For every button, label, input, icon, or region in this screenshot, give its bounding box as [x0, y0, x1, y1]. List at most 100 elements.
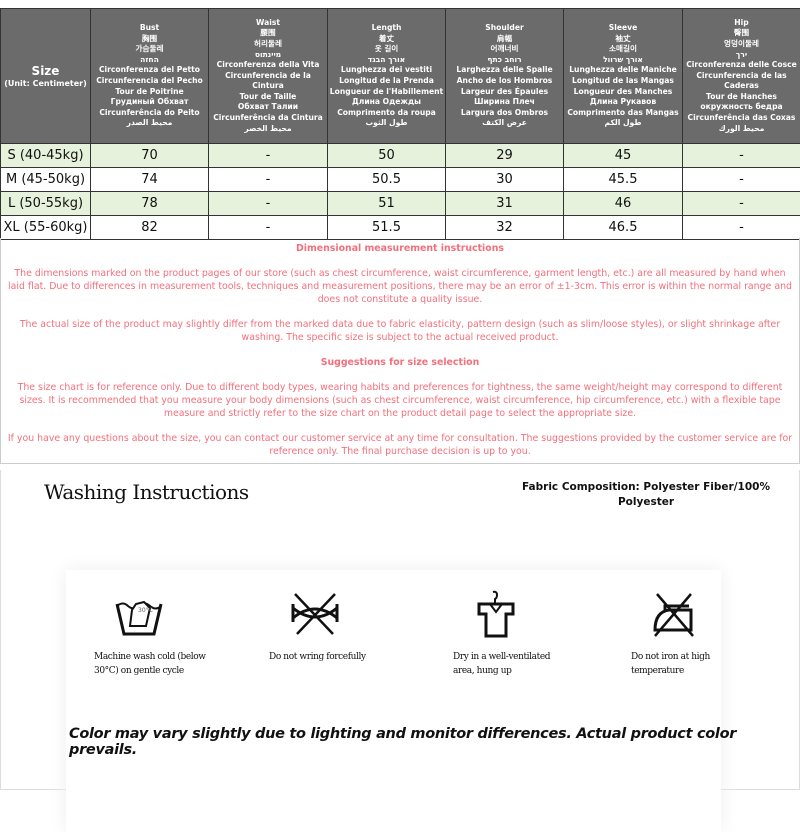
do-not-iron-icon: [651, 590, 697, 638]
value-cell: 70: [91, 144, 209, 168]
header-line: מיינתוס: [210, 50, 326, 61]
value-cell: -: [209, 192, 328, 216]
header-line: Largeur des Épaules: [447, 87, 562, 98]
header-line: Circunferência da Cintura: [210, 113, 326, 124]
header-line: Ancho de los Hombros: [447, 76, 562, 87]
header-line: Lunghezza dei vestiti: [329, 65, 444, 76]
value-cell: 74: [91, 168, 209, 192]
value-cell: -: [683, 216, 800, 240]
header-line: 허리둘레: [210, 39, 326, 50]
value-cell: 30: [446, 168, 564, 192]
header-line: Tour de Poitrine: [92, 87, 207, 98]
color-disclaimer: Color may vary slightly due to lighting …: [69, 726, 799, 758]
header-line: Comprimento da roupa: [329, 108, 444, 119]
header-line: Circunferencia de la Cintura: [210, 71, 326, 92]
care-item-wash: 30°C Machine wash cold (below 30°C) on g…: [94, 590, 214, 678]
header-line: אורך הבגד: [329, 55, 444, 66]
header-line: החזה: [92, 55, 207, 66]
header-line: 胸围: [92, 34, 207, 45]
header-line: عرض الكتف: [447, 118, 562, 129]
header-line: Circunferência das Coxas: [684, 113, 799, 124]
header-line: محيط الخصر: [210, 124, 326, 135]
value-cell: 45.5: [564, 168, 683, 192]
notes-paragraph: The dimensions marked on the product pag…: [5, 267, 795, 306]
header-line: Sleeve: [565, 23, 681, 34]
value-cell: 31: [446, 192, 564, 216]
care-item-iron: Do not iron at high temperature: [631, 590, 751, 678]
value-cell: 29: [446, 144, 564, 168]
header-line: Circonferenza delle Cosce: [684, 60, 799, 71]
value-cell: -: [683, 192, 800, 216]
header-line: Bust: [92, 23, 207, 34]
header-line: Hip: [684, 18, 799, 29]
washing-section: Washing Instructions Fabric Composition:…: [0, 470, 800, 790]
header-line: Longueur de l'Habillement: [329, 87, 444, 98]
value-cell: 51.5: [328, 216, 446, 240]
header-line: 臀围: [684, 28, 799, 39]
header-line: ירך: [684, 50, 799, 61]
header-line: Длина Рукавов: [565, 97, 681, 108]
header-line: 腰围: [210, 28, 326, 39]
header-line: طول الكم: [565, 118, 681, 129]
header-line: 着丈: [329, 34, 444, 45]
notes-paragraph: If you have any questions about the size…: [5, 432, 795, 458]
header-line: Circonferenza della Vita: [210, 60, 326, 71]
value-cell: 51: [328, 192, 446, 216]
header-line: Shoulder: [447, 23, 562, 34]
notes-paragraph: The actual size of the product may sligh…: [5, 318, 795, 344]
value-cell: -: [209, 144, 328, 168]
value-cell: -: [683, 168, 800, 192]
header-line: Larghezza delle Spalle: [447, 65, 562, 76]
header-line: محيط الصدر: [92, 118, 207, 129]
header-line: אורך שרוול: [565, 55, 681, 66]
value-cell: -: [209, 168, 328, 192]
care-label: Dry in a well-ventilated area, hung up: [453, 650, 573, 678]
header-line: Tour de Hanches: [684, 92, 799, 103]
value-cell: -: [683, 144, 800, 168]
size-header: Size(Unit: Centimeter): [1, 9, 91, 144]
header-line: Circonferenza del Petto: [92, 65, 207, 76]
header-line: Длина Одежды: [329, 97, 444, 108]
size-title: Size: [2, 63, 89, 79]
care-label: Do not wring forcefully: [269, 650, 389, 664]
header-line: 엉덩이둘레: [684, 39, 799, 50]
value-cell: 46.5: [564, 216, 683, 240]
header-line: Length: [329, 23, 444, 34]
care-item-dry: Dry in a well-ventilated area, hung up: [453, 590, 573, 678]
header-line: طول الثوب: [329, 118, 444, 129]
value-cell: 78: [91, 192, 209, 216]
header-line: Longueur des Manches: [565, 87, 681, 98]
header-line: Circunferência do Peito: [92, 108, 207, 119]
header-line: Comprimento das Mangas: [565, 108, 681, 119]
header-line: Waist: [210, 18, 326, 29]
header-line: Circunferencia de las Caderas: [684, 71, 799, 92]
size-cell: L (50-55kg): [1, 192, 91, 216]
value-cell: 46: [564, 192, 683, 216]
header-line: 袖丈: [565, 34, 681, 45]
value-cell: 45: [564, 144, 683, 168]
header-line: 어깨너비: [447, 44, 562, 55]
header-line: Грудиный Обхват: [92, 97, 207, 108]
size-unit: (Unit: Centimeter): [2, 79, 89, 90]
header-line: Longitud de la Prenda: [329, 76, 444, 87]
care-label: Do not iron at high temperature: [631, 650, 751, 678]
value-cell: 50: [328, 144, 446, 168]
notes-title-suggestions: Suggestions for size selection: [5, 356, 795, 369]
value-cell: 82: [91, 216, 209, 240]
size-notes: Dimensional measurement instructions The…: [0, 238, 800, 464]
header-line: محيط الورك: [684, 124, 799, 135]
header-line: Lunghezza delle Maniche: [565, 65, 681, 76]
wash-temp-label: 30°C: [138, 607, 153, 614]
